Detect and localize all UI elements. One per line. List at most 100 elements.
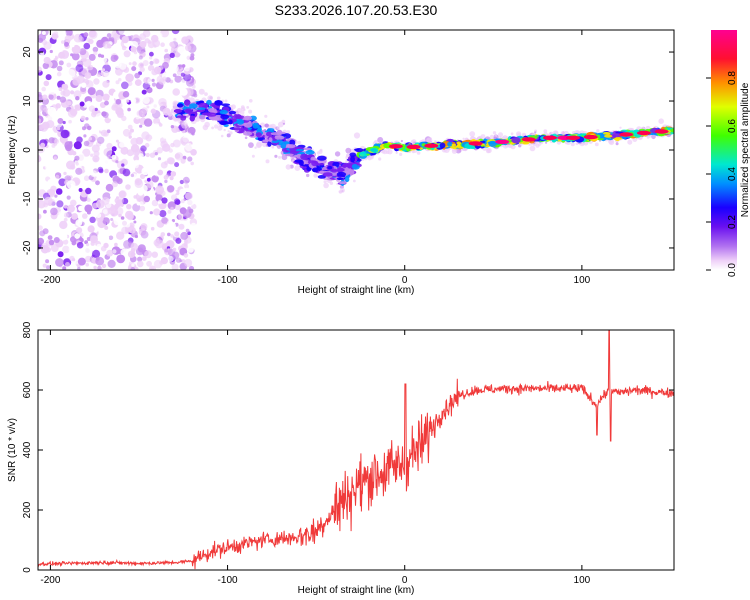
heatmap-cell: [359, 151, 367, 157]
heatmap-cell: [174, 52, 181, 58]
heatmap-cell: [75, 96, 80, 101]
heatmap-cell: [78, 205, 84, 212]
heatmap-cell: [264, 130, 275, 133]
heatmap-cell: [43, 80, 50, 87]
heatmap-cell: [76, 227, 83, 234]
heatmap-cell: [174, 199, 181, 205]
heatmap-cell: [144, 250, 153, 259]
heatmap-cell: [133, 220, 137, 224]
heatmap-cell: [109, 96, 114, 101]
heatmap-cell: [172, 88, 180, 96]
heatmap-cell: [170, 206, 174, 211]
heatmap-cell: [92, 46, 99, 53]
heatmap-cell: [349, 152, 357, 158]
spectrogram-x-ticks: -200 -100 0 100: [40, 30, 591, 286]
heatmap-cell: [45, 74, 52, 81]
heatmap-cell: [161, 121, 166, 125]
heatmap-cell: [151, 175, 159, 183]
heatmap-cell: [246, 106, 250, 109]
heatmap-cell: [95, 113, 104, 121]
heatmap-cell: [219, 120, 228, 125]
heatmap-cell: [97, 53, 102, 58]
heatmap-cell: [185, 228, 190, 233]
heatmap-cell: [72, 77, 81, 86]
heatmap-cell: [62, 245, 70, 254]
heatmap-cell: [167, 185, 175, 193]
heatmap-cell: [52, 44, 62, 53]
heatmap-cell: [216, 96, 221, 101]
y-tick-label: -10: [22, 191, 33, 206]
heatmap-cell: [39, 230, 46, 237]
heatmap-cell: [434, 140, 437, 143]
heatmap-cell: [86, 37, 91, 43]
y-tick-label: 600: [22, 381, 33, 398]
heatmap-cell: [137, 189, 144, 196]
heatmap-cell: [58, 87, 63, 92]
heatmap-cell: [348, 169, 355, 176]
heatmap-cell: [63, 171, 67, 176]
heatmap-cell: [395, 151, 398, 154]
heatmap-cell: [43, 107, 48, 112]
heatmap-cell: [45, 259, 50, 264]
heatmap-cell: [122, 220, 127, 226]
heatmap-cell: [47, 106, 57, 116]
heatmap-cell: [38, 111, 41, 117]
heatmap-cell: [172, 139, 181, 148]
heatmap-cell: [106, 33, 112, 38]
heatmap-cell: [40, 51, 45, 56]
x-tick-label: 100: [574, 275, 591, 286]
heatmap-cell: [163, 175, 169, 180]
heatmap-cell: [62, 89, 71, 97]
heatmap-cell: [57, 118, 64, 124]
heatmap-cell: [469, 131, 476, 137]
heatmap-cell: [150, 34, 159, 43]
heatmap-cell: [122, 128, 131, 137]
heatmap-cell: [117, 110, 124, 118]
heatmap-cell: [83, 140, 90, 147]
heatmap-cell: [85, 255, 92, 263]
heatmap-cell: [55, 258, 64, 267]
y-tick-label: 10: [22, 95, 33, 107]
heatmap-cell: [54, 194, 58, 198]
heatmap-cell: [170, 234, 174, 238]
heatmap-cell: [140, 145, 147, 152]
heatmap-cell: [96, 213, 102, 218]
heatmap-cell: [42, 62, 49, 69]
heatmap-cell: [102, 217, 110, 225]
heatmap-cell: [226, 133, 231, 138]
heatmap-cell: [131, 66, 137, 72]
heatmap-cell: [60, 233, 68, 241]
heatmap-cell: [179, 179, 184, 185]
heatmap-cell: [130, 46, 137, 53]
heatmap-cell: [169, 52, 175, 58]
heatmap-cell: [244, 136, 248, 140]
heatmap-cell: [38, 37, 44, 43]
heatmap-cell: [180, 199, 185, 204]
heatmap-cell: [604, 134, 613, 138]
heatmap-cell: [131, 263, 135, 267]
heatmap-peak: [619, 132, 634, 137]
heatmap-cell: [137, 260, 144, 268]
heatmap-cell: [71, 52, 80, 61]
heatmap-cell: [266, 131, 273, 137]
heatmap-cell: [56, 65, 63, 72]
heatmap-cell: [51, 143, 56, 148]
heatmap-cell: [56, 113, 62, 120]
heatmap-cell: [167, 232, 171, 237]
heatmap-cell: [42, 94, 48, 100]
heatmap-cell: [118, 78, 122, 82]
heatmap-cell: [66, 62, 72, 68]
heatmap-cell: [228, 110, 237, 115]
heatmap-cell: [187, 246, 194, 253]
heatmap-cell: [43, 209, 47, 214]
heatmap-peak: [583, 134, 598, 140]
heatmap-cell: [411, 150, 415, 154]
heatmap-cell: [146, 177, 151, 182]
colorbar-tick-label: 0.2: [727, 215, 738, 229]
colorbar: 0.0 0.2 0.4 0.6 0.8 Normalized spectral ampl…: [706, 30, 750, 277]
chart-title: S233.2026.107.20.53.E30: [275, 2, 438, 18]
spectrogram-y-label: Frequency (Hz): [7, 116, 18, 185]
heatmap-cell: [83, 32, 89, 38]
snr-panel: -200 -100 0 100 0 200 400 600 800 Height of str…: [7, 321, 675, 596]
heatmap-cell: [47, 115, 54, 122]
